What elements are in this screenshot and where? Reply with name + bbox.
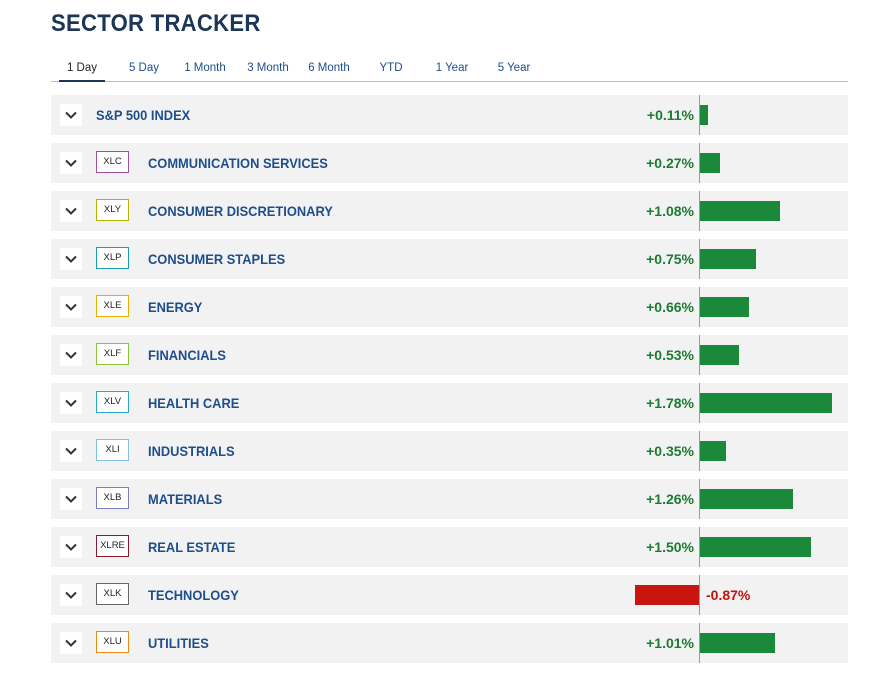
sector-name[interactable]: TECHNOLOGY — [148, 587, 239, 603]
zero-axis — [699, 383, 700, 423]
sector-row[interactable]: XLF FINANCIALS +0.53% — [51, 335, 848, 375]
percent-change: -0.87% — [706, 587, 751, 603]
percent-change: +0.75% — [646, 251, 694, 267]
sector-name[interactable]: COMMUNICATION SERVICES — [148, 155, 328, 171]
chevron-down-icon[interactable] — [60, 104, 82, 126]
gain-bar — [700, 297, 749, 317]
gain-bar — [700, 153, 720, 173]
ticker-badge: XLP — [96, 247, 129, 269]
tab-1-day[interactable]: 1 Day — [59, 58, 105, 82]
sector-name[interactable]: FINANCIALS — [148, 347, 226, 363]
gain-bar — [700, 489, 793, 509]
zero-axis — [699, 143, 700, 183]
chevron-down-icon[interactable] — [60, 152, 82, 174]
sector-name[interactable]: ENERGY — [148, 299, 203, 315]
ticker-badge: XLB — [96, 487, 129, 509]
percent-change: +0.27% — [646, 155, 694, 171]
percent-change: +1.08% — [646, 203, 694, 219]
page-title: SECTOR TRACKER — [51, 10, 261, 37]
zero-axis — [699, 575, 700, 615]
gain-bar — [700, 105, 708, 125]
sector-name[interactable]: INDUSTRIALS — [148, 443, 235, 459]
chevron-down-icon[interactable] — [60, 440, 82, 462]
sector-row[interactable]: XLRE REAL ESTATE +1.50% — [51, 527, 848, 567]
chevron-down-icon[interactable] — [60, 392, 82, 414]
ticker-badge: XLY — [96, 199, 129, 221]
sector-row[interactable]: XLY CONSUMER DISCRETIONARY +1.08% — [51, 191, 848, 231]
chevron-down-icon[interactable] — [60, 584, 82, 606]
zero-axis — [699, 623, 700, 663]
tab-1-month[interactable]: 1 Month — [184, 62, 226, 74]
sector-row[interactable]: XLP CONSUMER STAPLES +0.75% — [51, 239, 848, 279]
sector-name[interactable]: CONSUMER DISCRETIONARY — [148, 203, 333, 219]
tab-6-month[interactable]: 6 Month — [308, 62, 350, 74]
zero-axis — [699, 191, 700, 231]
percent-change: +1.01% — [646, 635, 694, 651]
sector-row[interactable]: XLK TECHNOLOGY -0.87% — [51, 575, 848, 615]
gain-bar — [700, 201, 780, 221]
sector-name[interactable]: S&P 500 INDEX — [96, 107, 191, 123]
percent-change: +0.66% — [646, 299, 694, 315]
ticker-badge: XLK — [96, 583, 129, 605]
ticker-badge: XLC — [96, 151, 129, 173]
percent-change: +0.35% — [646, 443, 694, 459]
sector-name[interactable]: MATERIALS — [148, 491, 223, 507]
percent-change: +1.50% — [646, 539, 694, 555]
gain-bar — [700, 633, 775, 653]
zero-axis — [699, 287, 700, 327]
percent-change: +0.53% — [646, 347, 694, 363]
sector-name[interactable]: CONSUMER STAPLES — [148, 251, 286, 267]
period-tabs: 1 Day 5 Day 1 Month 3 Month 6 Month YTD … — [51, 58, 848, 82]
zero-axis — [699, 95, 700, 135]
chevron-down-icon[interactable] — [60, 488, 82, 510]
sector-row[interactable]: XLV HEALTH CARE +1.78% — [51, 383, 848, 423]
ticker-badge: XLV — [96, 391, 129, 413]
gain-bar — [700, 537, 811, 557]
gain-bar — [700, 249, 756, 269]
percent-change: +0.11% — [646, 107, 694, 123]
sector-name[interactable]: REAL ESTATE — [148, 539, 236, 555]
tab-ytd[interactable]: YTD — [379, 62, 403, 74]
percent-change: +1.26% — [646, 491, 694, 507]
sector-row[interactable]: XLU UTILITIES +1.01% — [51, 623, 848, 663]
gain-bar — [700, 393, 832, 413]
tab-3-month[interactable]: 3 Month — [247, 62, 289, 74]
chevron-down-icon[interactable] — [60, 344, 82, 366]
percent-change: +1.78% — [646, 395, 694, 411]
zero-axis — [699, 431, 700, 471]
ticker-badge: XLU — [96, 631, 129, 653]
zero-axis — [699, 479, 700, 519]
ticker-badge: XLRE — [96, 535, 129, 557]
sector-row[interactable]: XLC COMMUNICATION SERVICES +0.27% — [51, 143, 848, 183]
sector-row[interactable]: S&P 500 INDEX +0.11% — [51, 95, 848, 135]
gain-bar — [700, 441, 726, 461]
loss-bar — [635, 585, 699, 605]
sector-name[interactable]: UTILITIES — [148, 635, 209, 651]
chevron-down-icon[interactable] — [60, 632, 82, 654]
tab-5-day[interactable]: 5 Day — [128, 62, 160, 74]
sector-row[interactable]: XLI INDUSTRIALS +0.35% — [51, 431, 848, 471]
chevron-down-icon[interactable] — [60, 200, 82, 222]
zero-axis — [699, 239, 700, 279]
sector-name[interactable]: HEALTH CARE — [148, 395, 240, 411]
zero-axis — [699, 527, 700, 567]
ticker-badge: XLE — [96, 295, 129, 317]
zero-axis — [699, 335, 700, 375]
chevron-down-icon[interactable] — [60, 536, 82, 558]
chevron-down-icon[interactable] — [60, 248, 82, 270]
gain-bar — [700, 345, 739, 365]
tab-1-year[interactable]: 1 Year — [435, 62, 469, 74]
sector-row[interactable]: XLE ENERGY +0.66% — [51, 287, 848, 327]
sector-row[interactable]: XLB MATERIALS +1.26% — [51, 479, 848, 519]
chevron-down-icon[interactable] — [60, 296, 82, 318]
ticker-badge: XLF — [96, 343, 129, 365]
ticker-badge: XLI — [96, 439, 129, 461]
tab-5-year[interactable]: 5 Year — [497, 62, 531, 74]
